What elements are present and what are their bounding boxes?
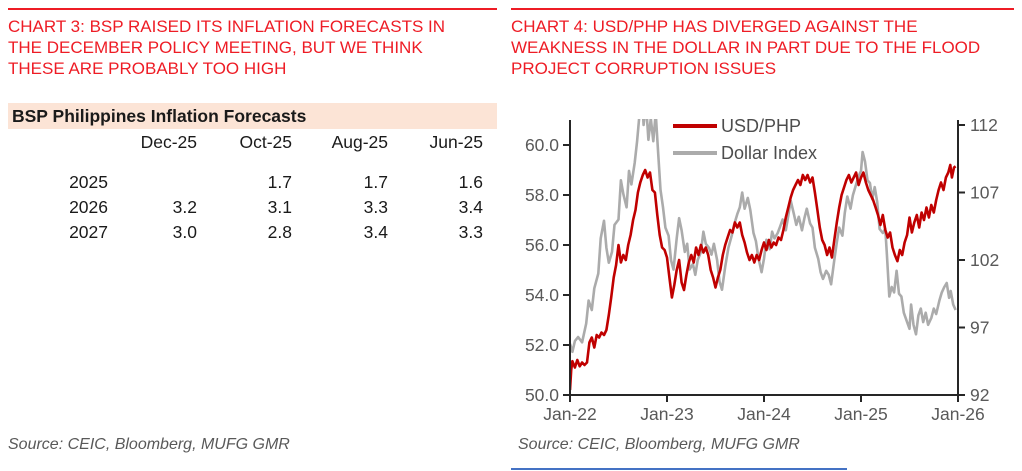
- right-axis-tick-label: 92: [970, 385, 989, 405]
- top-rule-right: [511, 8, 1014, 10]
- legend-label: USD/PHP: [721, 116, 801, 136]
- left-axis-tick-label: 56.0: [525, 235, 559, 255]
- table-header: Oct-25: [239, 132, 292, 152]
- table-row: 2026 3.2 3.1 3.3 3.4: [8, 195, 497, 220]
- left-axis-tick-label: 50.0: [525, 385, 559, 405]
- right-axis-tick-label: 97: [970, 318, 989, 338]
- dollar-index-line: [570, 119, 957, 354]
- chart4-title-line3: PROJECT CORRUPTION ISSUES: [511, 59, 777, 78]
- table-cell: 2.8: [267, 222, 292, 242]
- right-axis-tick-label: 107: [970, 183, 999, 203]
- x-axis-tick-label: Jan-23: [640, 404, 694, 424]
- source-note-left: Source: CEIC, Bloomberg, MUFG GMR: [8, 436, 290, 453]
- table-cell: [108, 170, 197, 195]
- table-cell: 1.7: [363, 172, 388, 192]
- source-note-right: Source: CEIC, Bloomberg, MUFG GMR: [518, 436, 800, 453]
- row-label: 2025: [69, 172, 108, 192]
- x-axis-tick-label: Jan-22: [543, 404, 597, 424]
- right-axis-tick-label: 102: [970, 250, 999, 270]
- legend-label: Dollar Index: [721, 143, 817, 163]
- left-axis-tick-label: 54.0: [525, 285, 559, 305]
- table-row: 2025 1.7 1.7 1.6: [8, 170, 497, 195]
- left-axis-tick-label: 60.0: [525, 135, 559, 155]
- chart3-panel: CHART 3: BSP RAISED ITS INFLATION FORECA…: [8, 0, 497, 471]
- table-cell: 3.1: [267, 197, 292, 217]
- table-cell: 3.2: [172, 197, 197, 217]
- table-spacer: [8, 156, 497, 170]
- bottom-rule-blue: [511, 468, 847, 470]
- usdphp-dxy-chart: 60.0 58.0 56.0 54.0 52.0 50.0 112 107 102 97 92 Jan…: [518, 115, 1012, 429]
- table-cell: 3.4: [363, 222, 388, 242]
- usdphp-line: [570, 163, 957, 391]
- chart3-title-line3: THESE ARE PROBABLY TOO HIGH: [8, 59, 287, 78]
- table-cell: 3.4: [458, 197, 483, 217]
- row-label: 2027: [69, 222, 108, 242]
- chart4-title-line2: WEAKNESS IN THE DOLLAR IN PART DUE TO TH…: [511, 38, 981, 57]
- table-cell: 1.7: [267, 172, 292, 192]
- chart3-title: CHART 3: BSP RAISED ITS INFLATION FORECA…: [8, 16, 497, 79]
- right-axis-tick-label: 112: [970, 115, 998, 135]
- left-axis-tick-label: 58.0: [525, 185, 559, 205]
- table-header: Aug-25: [331, 132, 388, 152]
- table-row: 2027 3.0 2.8 3.4 3.3: [8, 220, 497, 245]
- x-axis-tick-label: Jan-25: [834, 404, 888, 424]
- table-header-blank: [8, 129, 108, 156]
- table-cell: 3.0: [172, 222, 197, 242]
- x-axis-tick-label: Jan-24: [737, 404, 791, 424]
- line-chart-svg: 60.058.056.054.052.050.01121071029792Jan…: [525, 115, 999, 424]
- chart4-panel: CHART 4: USD/PHP HAS DIVERGED AGAINST TH…: [511, 0, 1014, 471]
- table-cell: 3.3: [458, 222, 483, 242]
- row-label: 2026: [69, 197, 108, 217]
- table-cell: 1.6: [458, 172, 483, 192]
- left-axis-tick-label: 52.0: [525, 335, 559, 355]
- inflation-forecast-table: BSP Philippines Inflation Forecasts Dec-…: [8, 103, 497, 245]
- table-header: Dec-25: [140, 132, 197, 152]
- table-title: BSP Philippines Inflation Forecasts: [8, 103, 497, 129]
- table-header-row: Dec-25 Oct-25 Aug-25 Jun-25: [8, 129, 497, 156]
- table-cell: 3.3: [363, 197, 388, 217]
- chart3-title-line2: THE DECEMBER POLICY MEETING, BUT WE THIN…: [8, 38, 423, 57]
- chart4-title-line1: CHART 4: USD/PHP HAS DIVERGED AGAINST TH…: [511, 17, 918, 36]
- table-header: Jun-25: [429, 132, 483, 152]
- top-rule-left: [8, 8, 497, 10]
- x-axis-tick-label: Jan-26: [931, 404, 985, 424]
- chart4-title: CHART 4: USD/PHP HAS DIVERGED AGAINST TH…: [511, 16, 1014, 79]
- chart3-title-line1: CHART 3: BSP RAISED ITS INFLATION FORECA…: [8, 17, 446, 36]
